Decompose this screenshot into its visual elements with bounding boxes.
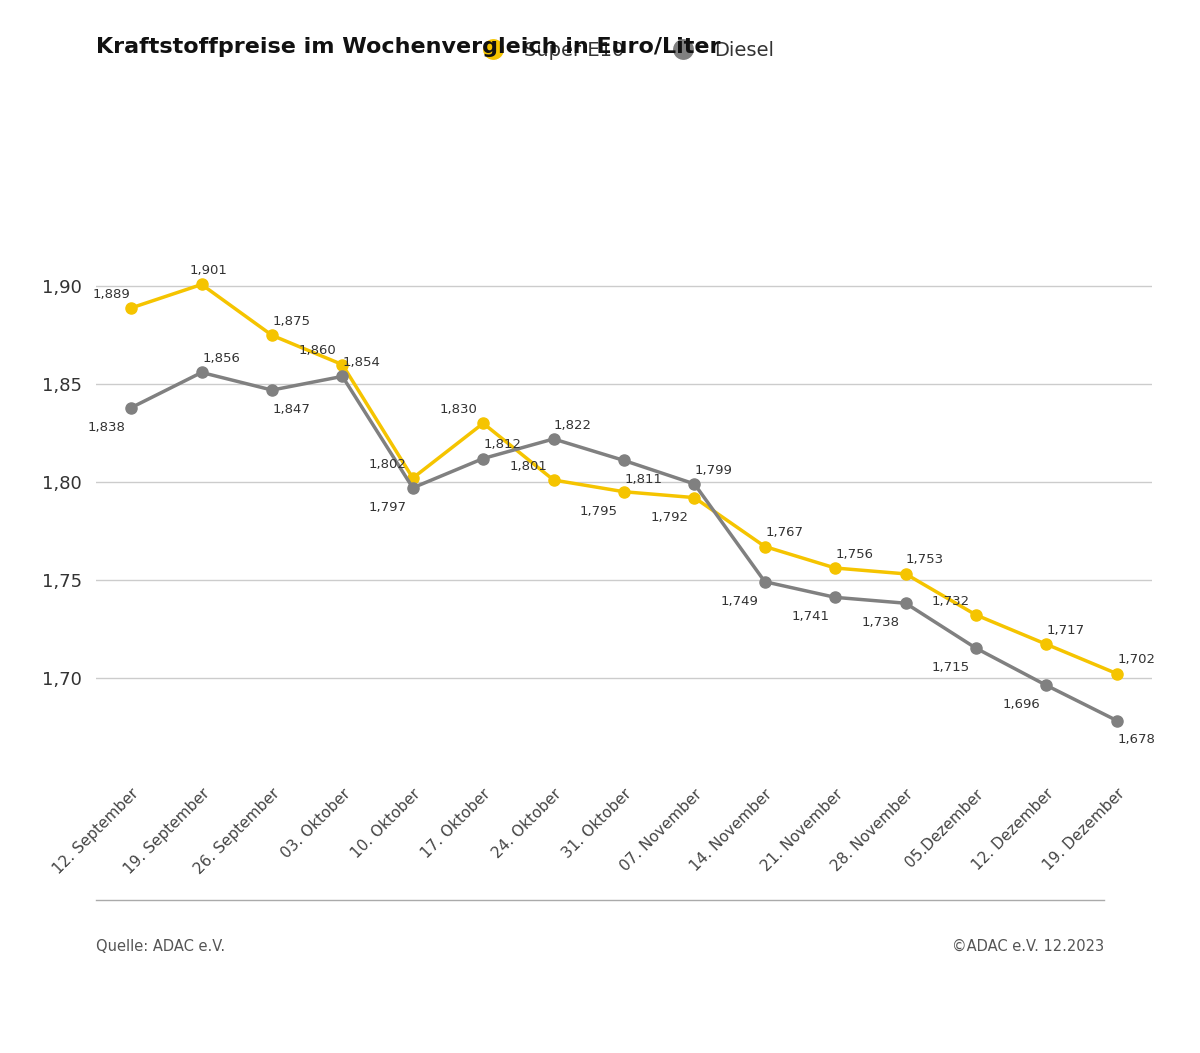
Super E10 <box>406 472 420 484</box>
Text: 1,812: 1,812 <box>484 438 522 451</box>
Diesel <box>406 481 420 494</box>
Line: Super E10: Super E10 <box>126 279 1122 679</box>
Text: 1,860: 1,860 <box>299 344 336 357</box>
Text: 1,889: 1,889 <box>92 287 131 300</box>
Text: 1,802: 1,802 <box>368 458 407 471</box>
Diesel <box>124 401 138 414</box>
Text: ©ADAC e.V. 12.2023: ©ADAC e.V. 12.2023 <box>952 939 1104 954</box>
Text: 1,749: 1,749 <box>721 595 758 608</box>
Text: 1,753: 1,753 <box>906 554 944 567</box>
Diesel <box>1110 714 1124 727</box>
Super E10 <box>617 485 631 498</box>
Diesel <box>617 454 631 466</box>
Text: 1,717: 1,717 <box>1046 623 1085 637</box>
Text: 1,795: 1,795 <box>580 504 618 518</box>
Text: 1,792: 1,792 <box>650 511 689 523</box>
Super E10 <box>1110 668 1124 680</box>
Diesel <box>546 433 560 445</box>
Text: Kraftstoffpreise im Wochenvergleich in Euro/Liter: Kraftstoffpreise im Wochenvergleich in E… <box>96 37 720 57</box>
Text: 1,811: 1,811 <box>624 474 662 486</box>
Super E10 <box>899 568 913 580</box>
Text: 1,901: 1,901 <box>190 264 228 277</box>
Text: 1,822: 1,822 <box>554 418 592 432</box>
Text: 1,875: 1,875 <box>272 315 311 327</box>
Super E10 <box>546 474 560 486</box>
Diesel <box>476 452 491 464</box>
Super E10 <box>194 278 209 291</box>
Diesel <box>688 478 702 491</box>
Diesel <box>899 597 913 610</box>
Text: 1,741: 1,741 <box>791 611 829 623</box>
Text: 1,738: 1,738 <box>862 616 900 629</box>
Super E10 <box>968 609 983 621</box>
Text: 1,678: 1,678 <box>1117 734 1156 747</box>
Super E10 <box>335 358 349 371</box>
Text: 1,838: 1,838 <box>88 420 125 434</box>
Text: 1,801: 1,801 <box>510 459 547 473</box>
Text: 1,702: 1,702 <box>1117 653 1156 667</box>
Super E10 <box>476 417 491 430</box>
Text: 1,847: 1,847 <box>272 403 311 416</box>
Text: 1,799: 1,799 <box>695 463 733 477</box>
Diesel <box>1039 679 1054 692</box>
Text: 1,732: 1,732 <box>932 595 970 608</box>
Super E10 <box>688 492 702 504</box>
Super E10 <box>828 561 842 574</box>
Text: 1,756: 1,756 <box>835 548 874 560</box>
Diesel <box>968 642 983 655</box>
Super E10 <box>757 540 772 553</box>
Line: Diesel: Diesel <box>126 366 1122 727</box>
Text: 1,797: 1,797 <box>368 501 407 514</box>
Super E10 <box>124 301 138 314</box>
Diesel <box>335 370 349 382</box>
Text: 1,830: 1,830 <box>439 403 478 416</box>
Diesel <box>757 575 772 588</box>
Text: 1,856: 1,856 <box>202 352 240 365</box>
Text: 1,715: 1,715 <box>932 661 970 674</box>
Legend: Super E10, Diesel: Super E10, Diesel <box>466 34 782 67</box>
Text: 1,696: 1,696 <box>1002 698 1040 711</box>
Super E10 <box>1039 638 1054 651</box>
Text: 1,767: 1,767 <box>766 526 803 539</box>
Text: Quelle: ADAC e.V.: Quelle: ADAC e.V. <box>96 939 226 954</box>
Super E10 <box>265 329 280 341</box>
Diesel <box>828 591 842 603</box>
Diesel <box>194 366 209 379</box>
Diesel <box>265 383 280 396</box>
Text: 1,854: 1,854 <box>343 356 380 369</box>
